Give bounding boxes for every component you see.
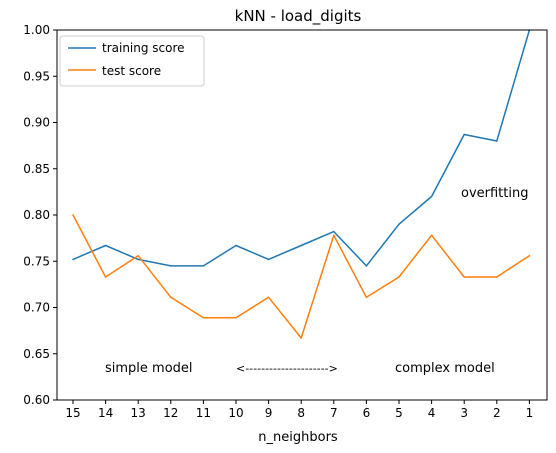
y-tick-label: 0.75 xyxy=(23,254,50,268)
data-point xyxy=(170,296,172,299)
annotation-overfitting: overfitting xyxy=(461,186,528,201)
y-tick-label: 0.70 xyxy=(23,301,50,315)
legend-label-test: test score xyxy=(102,64,161,78)
data-point xyxy=(104,244,107,247)
data-point xyxy=(333,234,335,237)
y-tick-label: 0.60 xyxy=(23,393,50,407)
x-tick-label: 13 xyxy=(131,406,146,420)
x-tick-label: 7 xyxy=(330,406,338,420)
legend-label-training: training score xyxy=(102,41,185,55)
data-point xyxy=(267,258,270,261)
data-point xyxy=(104,276,107,278)
data-point xyxy=(202,316,205,319)
annotation-simple-model: simple model xyxy=(105,361,193,376)
data-point xyxy=(300,337,303,339)
x-tick-label: 5 xyxy=(395,406,403,420)
data-point xyxy=(202,265,205,267)
legend: training score test score xyxy=(59,35,205,87)
x-axis-label: n_neighbors xyxy=(258,430,338,445)
x-tick-label: 12 xyxy=(163,406,178,420)
chart-title: kNN - load_digits xyxy=(235,7,362,26)
data-point xyxy=(528,254,531,257)
x-tick-label: 10 xyxy=(228,406,243,420)
annotation-complex-model: complex model xyxy=(395,361,495,376)
x-tick-label: 14 xyxy=(98,406,113,420)
annotation-arrow: <---------------------> xyxy=(236,362,338,375)
y-tick-label: 1.00 xyxy=(23,23,50,37)
series-line-test-score xyxy=(72,214,530,339)
data-point xyxy=(463,276,466,278)
data-point xyxy=(72,214,74,216)
x-tick-label: 15 xyxy=(65,406,80,420)
data-point xyxy=(496,140,498,142)
x-tick-label: 3 xyxy=(460,406,468,420)
data-point xyxy=(365,265,368,267)
y-tick-label: 0.85 xyxy=(23,162,50,176)
x-tick-label: 2 xyxy=(493,406,501,420)
x-tick-label: 6 xyxy=(363,406,371,420)
data-point xyxy=(333,230,335,233)
data-point xyxy=(235,244,237,247)
data-point xyxy=(365,296,368,299)
data-point xyxy=(398,223,400,226)
y-tick-label: 0.80 xyxy=(23,208,50,222)
data-point xyxy=(72,258,74,261)
x-tick-label: 8 xyxy=(297,406,305,420)
data-point xyxy=(463,133,466,136)
data-point xyxy=(398,276,400,278)
data-point xyxy=(430,195,433,198)
data-point xyxy=(170,265,172,267)
data-point xyxy=(496,276,498,278)
data-point xyxy=(267,296,270,299)
x-tick-label: 4 xyxy=(428,406,436,420)
data-point xyxy=(235,316,237,319)
x-tick-label: 1 xyxy=(526,406,534,420)
x-tick-label: 9 xyxy=(265,406,273,420)
data-point xyxy=(137,254,139,257)
data-point xyxy=(300,244,303,247)
x-tick-label: 11 xyxy=(196,406,211,420)
y-tick-label: 0.65 xyxy=(23,347,50,361)
data-point xyxy=(430,234,433,237)
data-point xyxy=(137,258,139,261)
y-tick-label: 0.95 xyxy=(23,69,50,83)
plot-frame xyxy=(56,29,548,401)
y-tick-label: 0.90 xyxy=(23,116,50,130)
